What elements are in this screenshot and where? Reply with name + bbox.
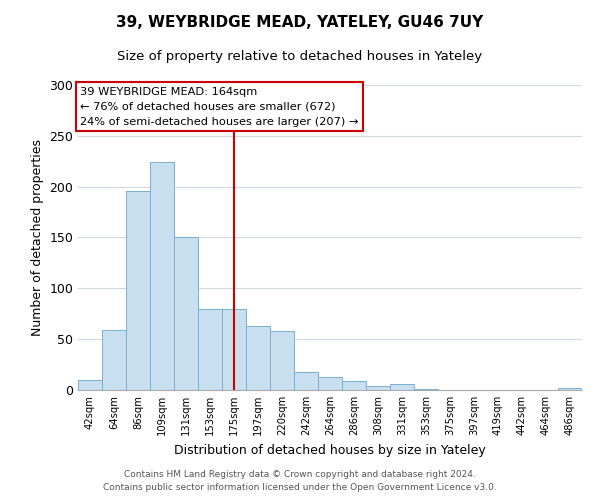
Text: 39, WEYBRIDGE MEAD, YATELEY, GU46 7UY: 39, WEYBRIDGE MEAD, YATELEY, GU46 7UY <box>116 15 484 30</box>
Bar <box>222 308 246 390</box>
Bar <box>366 386 390 390</box>
Bar <box>342 381 366 390</box>
Bar <box>558 388 582 390</box>
Bar <box>126 190 150 390</box>
Bar <box>246 326 270 390</box>
Text: 39 WEYBRIDGE MEAD: 164sqm
← 76% of detached houses are smaller (672)
24% of semi: 39 WEYBRIDGE MEAD: 164sqm ← 76% of detac… <box>80 87 359 126</box>
Text: Size of property relative to detached houses in Yateley: Size of property relative to detached ho… <box>118 50 482 63</box>
Bar <box>294 372 318 390</box>
Bar <box>174 238 198 390</box>
Y-axis label: Number of detached properties: Number of detached properties <box>31 139 44 336</box>
Bar <box>198 308 222 390</box>
Bar <box>102 330 126 390</box>
Bar <box>414 389 438 390</box>
Bar <box>150 162 174 390</box>
X-axis label: Distribution of detached houses by size in Yateley: Distribution of detached houses by size … <box>174 444 486 456</box>
Text: Contains HM Land Registry data © Crown copyright and database right 2024.
Contai: Contains HM Land Registry data © Crown c… <box>103 470 497 492</box>
Bar <box>270 331 294 390</box>
Bar <box>318 377 342 390</box>
Bar <box>390 384 414 390</box>
Bar <box>78 380 102 390</box>
